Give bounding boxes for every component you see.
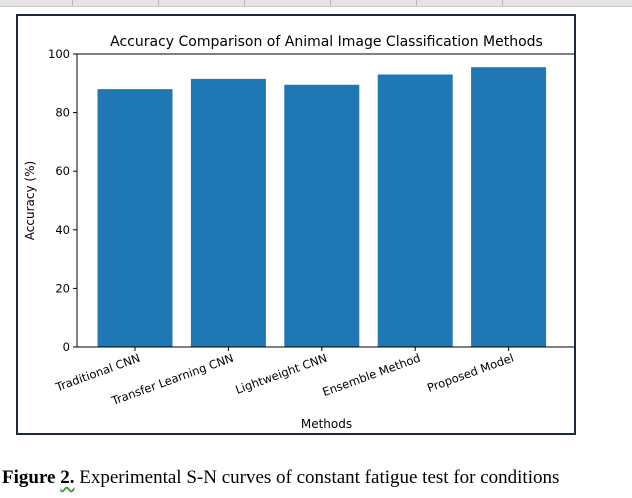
ruler-tick (330, 0, 331, 6)
y-ticks-group: 0 20 40 60 80 100 (48, 47, 77, 354)
ruler-tick (244, 0, 245, 6)
caption-text: Experimental S-N curves of constant fati… (74, 467, 560, 488)
bar-proposed-model (471, 67, 547, 347)
x-tick-label: Ensemble Method (320, 351, 422, 399)
ruler-tick (72, 0, 73, 6)
bars-group (97, 67, 547, 347)
caption-number: 2. (60, 467, 75, 488)
top-ruler (0, 0, 632, 7)
y-tick-label: 80 (55, 106, 70, 120)
figure-frame: 0 20 40 60 80 100 Traditional CNN Transfer Lea… (16, 14, 576, 435)
y-tick-label: 20 (55, 281, 70, 295)
x-tick-label: Lightweight CNN (233, 351, 328, 397)
ruler-tick (416, 0, 417, 6)
figure-caption: Figure 2. Experimental S-N curves of con… (2, 467, 632, 489)
y-tick-label: 40 (55, 223, 70, 237)
axes-frame (76, 53, 574, 348)
x-axis-label: Methods (301, 417, 352, 431)
bar-transfer-learning-cnn (190, 78, 266, 347)
y-tick-label: 0 (63, 340, 70, 354)
caption-label: Figure (2, 467, 56, 488)
chart-title: Accuracy Comparison of Animal Image Clas… (110, 34, 543, 50)
x-tick-label: Proposed Model (425, 351, 515, 395)
y-axis-label: Accuracy (%) (23, 161, 37, 240)
bar-traditional-cnn (97, 89, 173, 347)
ruler-tick (502, 0, 503, 6)
y-tick-label: 100 (48, 47, 70, 61)
ruler-tick (158, 0, 159, 6)
bar-lightweight-cnn (284, 84, 360, 347)
bar-ensemble-method (377, 74, 453, 347)
y-tick-label: 60 (55, 164, 70, 178)
